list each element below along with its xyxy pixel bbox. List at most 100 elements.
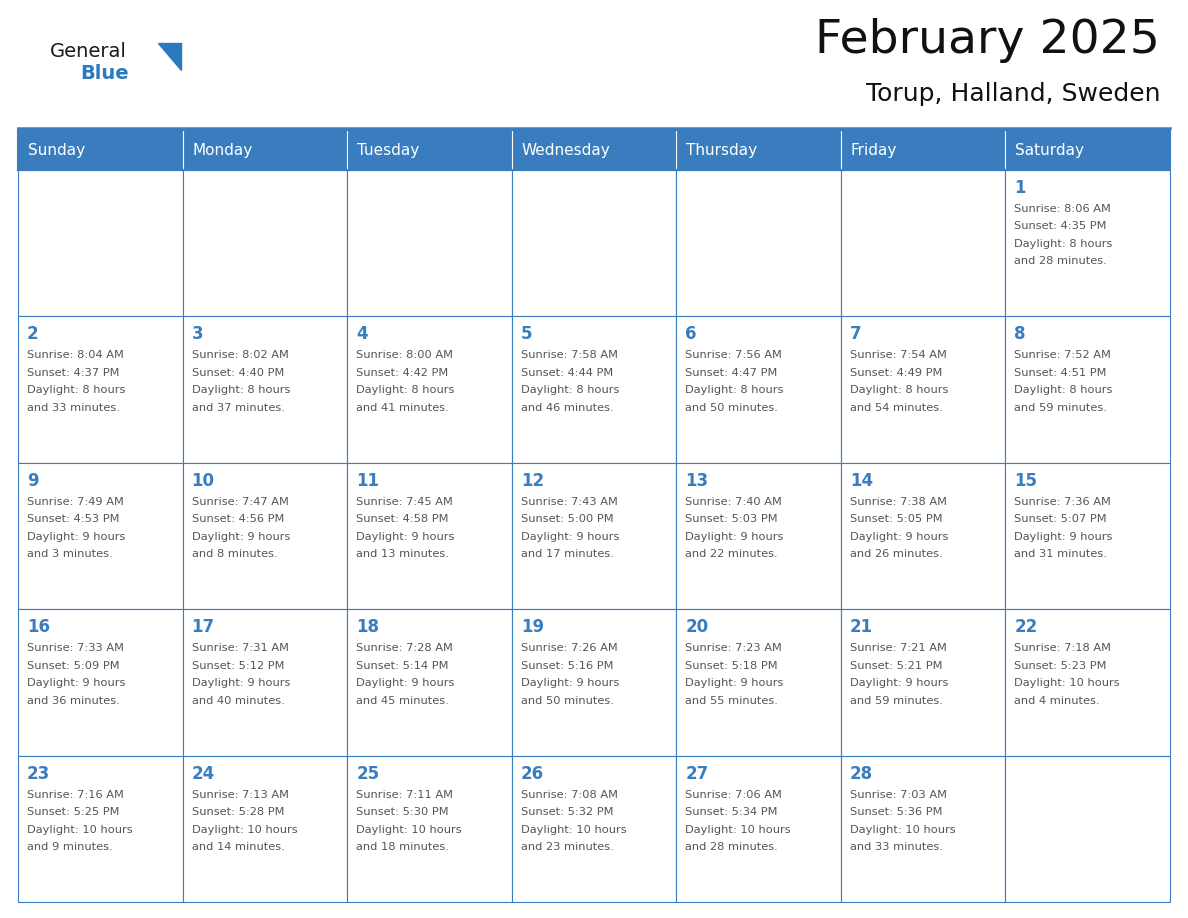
Text: Sunset: 5:36 PM: Sunset: 5:36 PM <box>849 807 942 817</box>
Bar <box>347 610 512 756</box>
Bar <box>18 130 1170 170</box>
Text: and 17 minutes.: and 17 minutes. <box>520 549 613 559</box>
Bar <box>841 317 1005 463</box>
Text: Blue: Blue <box>80 64 128 83</box>
Text: Sunrise: 8:00 AM: Sunrise: 8:00 AM <box>356 351 453 361</box>
Text: and 45 minutes.: and 45 minutes. <box>356 696 449 706</box>
Bar <box>18 756 183 902</box>
Text: Sunset: 4:47 PM: Sunset: 4:47 PM <box>685 368 778 378</box>
Text: and 41 minutes.: and 41 minutes. <box>356 403 449 413</box>
Bar <box>676 463 841 610</box>
Text: 9: 9 <box>27 472 39 490</box>
Text: Daylight: 8 hours: Daylight: 8 hours <box>685 386 784 396</box>
Text: and 3 minutes.: and 3 minutes. <box>27 549 113 559</box>
Text: Sunrise: 7:16 AM: Sunrise: 7:16 AM <box>27 789 124 800</box>
Text: Sunset: 4:44 PM: Sunset: 4:44 PM <box>520 368 613 378</box>
Text: Sunrise: 7:28 AM: Sunrise: 7:28 AM <box>356 644 453 654</box>
Bar <box>1005 610 1170 756</box>
Bar <box>841 756 1005 902</box>
Text: 6: 6 <box>685 325 697 343</box>
Bar <box>18 463 183 610</box>
Text: Sunrise: 7:56 AM: Sunrise: 7:56 AM <box>685 351 782 361</box>
Text: Sunset: 5:28 PM: Sunset: 5:28 PM <box>191 807 284 817</box>
Bar <box>512 610 676 756</box>
Text: 18: 18 <box>356 618 379 636</box>
Text: Sunrise: 7:13 AM: Sunrise: 7:13 AM <box>191 789 289 800</box>
Text: and 14 minutes.: and 14 minutes. <box>191 842 284 852</box>
Text: Monday: Monday <box>192 142 253 158</box>
Text: Sunset: 5:05 PM: Sunset: 5:05 PM <box>849 514 942 524</box>
Text: Sunrise: 7:06 AM: Sunrise: 7:06 AM <box>685 789 782 800</box>
Text: Sunrise: 7:49 AM: Sunrise: 7:49 AM <box>27 497 124 507</box>
Text: 14: 14 <box>849 472 873 490</box>
Text: Sunset: 4:53 PM: Sunset: 4:53 PM <box>27 514 120 524</box>
Text: and 31 minutes.: and 31 minutes. <box>1015 549 1107 559</box>
Text: Daylight: 8 hours: Daylight: 8 hours <box>1015 239 1113 249</box>
Text: Sunset: 5:03 PM: Sunset: 5:03 PM <box>685 514 778 524</box>
Bar <box>18 317 183 463</box>
Text: and 55 minutes.: and 55 minutes. <box>685 696 778 706</box>
Text: Sunrise: 7:23 AM: Sunrise: 7:23 AM <box>685 644 782 654</box>
Text: Sunrise: 7:40 AM: Sunrise: 7:40 AM <box>685 497 782 507</box>
Text: Daylight: 8 hours: Daylight: 8 hours <box>356 386 455 396</box>
Text: Daylight: 9 hours: Daylight: 9 hours <box>27 678 126 688</box>
Text: Sunset: 4:56 PM: Sunset: 4:56 PM <box>191 514 284 524</box>
Text: Sunday: Sunday <box>29 142 86 158</box>
Text: and 59 minutes.: and 59 minutes. <box>1015 403 1107 413</box>
Text: Sunrise: 7:47 AM: Sunrise: 7:47 AM <box>191 497 289 507</box>
Text: Sunset: 5:23 PM: Sunset: 5:23 PM <box>1015 661 1107 671</box>
Text: and 26 minutes.: and 26 minutes. <box>849 549 942 559</box>
Text: 4: 4 <box>356 325 368 343</box>
Text: Sunset: 5:34 PM: Sunset: 5:34 PM <box>685 807 778 817</box>
Text: Thursday: Thursday <box>687 142 758 158</box>
Text: and 28 minutes.: and 28 minutes. <box>1015 256 1107 266</box>
Text: Daylight: 10 hours: Daylight: 10 hours <box>356 824 462 834</box>
Bar <box>183 317 347 463</box>
Text: and 50 minutes.: and 50 minutes. <box>685 403 778 413</box>
Bar <box>676 317 841 463</box>
Text: 16: 16 <box>27 618 50 636</box>
Polygon shape <box>158 43 181 70</box>
Text: Daylight: 9 hours: Daylight: 9 hours <box>27 532 126 542</box>
Bar <box>512 317 676 463</box>
Text: Daylight: 9 hours: Daylight: 9 hours <box>685 678 784 688</box>
Bar <box>512 170 676 317</box>
Text: Sunset: 5:16 PM: Sunset: 5:16 PM <box>520 661 613 671</box>
Text: 1: 1 <box>1015 179 1026 197</box>
Text: and 28 minutes.: and 28 minutes. <box>685 842 778 852</box>
Text: Daylight: 9 hours: Daylight: 9 hours <box>849 532 948 542</box>
Text: Sunrise: 7:21 AM: Sunrise: 7:21 AM <box>849 644 947 654</box>
Text: Sunrise: 8:04 AM: Sunrise: 8:04 AM <box>27 351 124 361</box>
Text: Sunrise: 7:58 AM: Sunrise: 7:58 AM <box>520 351 618 361</box>
Text: Sunrise: 7:18 AM: Sunrise: 7:18 AM <box>1015 644 1112 654</box>
Text: 15: 15 <box>1015 472 1037 490</box>
Text: Sunrise: 8:02 AM: Sunrise: 8:02 AM <box>191 351 289 361</box>
Text: General: General <box>50 42 127 61</box>
Text: Sunset: 5:25 PM: Sunset: 5:25 PM <box>27 807 120 817</box>
Text: Sunset: 4:40 PM: Sunset: 4:40 PM <box>191 368 284 378</box>
Text: 22: 22 <box>1015 618 1037 636</box>
Text: and 4 minutes.: and 4 minutes. <box>1015 696 1100 706</box>
Bar <box>183 170 347 317</box>
Text: and 37 minutes.: and 37 minutes. <box>191 403 284 413</box>
Bar <box>841 610 1005 756</box>
Text: Daylight: 8 hours: Daylight: 8 hours <box>191 386 290 396</box>
Text: and 33 minutes.: and 33 minutes. <box>27 403 120 413</box>
Text: Sunrise: 7:31 AM: Sunrise: 7:31 AM <box>191 644 289 654</box>
Text: 19: 19 <box>520 618 544 636</box>
Text: Sunrise: 7:26 AM: Sunrise: 7:26 AM <box>520 644 618 654</box>
Text: Sunset: 5:18 PM: Sunset: 5:18 PM <box>685 661 778 671</box>
Text: Sunrise: 7:52 AM: Sunrise: 7:52 AM <box>1015 351 1111 361</box>
Text: Daylight: 10 hours: Daylight: 10 hours <box>685 824 791 834</box>
Text: and 50 minutes.: and 50 minutes. <box>520 696 613 706</box>
Bar <box>183 610 347 756</box>
Bar <box>183 756 347 902</box>
Text: 25: 25 <box>356 765 379 783</box>
Text: and 40 minutes.: and 40 minutes. <box>191 696 284 706</box>
Text: Daylight: 10 hours: Daylight: 10 hours <box>849 824 955 834</box>
Text: Daylight: 8 hours: Daylight: 8 hours <box>849 386 948 396</box>
Bar <box>1005 756 1170 902</box>
Text: Daylight: 9 hours: Daylight: 9 hours <box>356 532 455 542</box>
Text: and 54 minutes.: and 54 minutes. <box>849 403 942 413</box>
Text: Wednesday: Wednesday <box>522 142 611 158</box>
